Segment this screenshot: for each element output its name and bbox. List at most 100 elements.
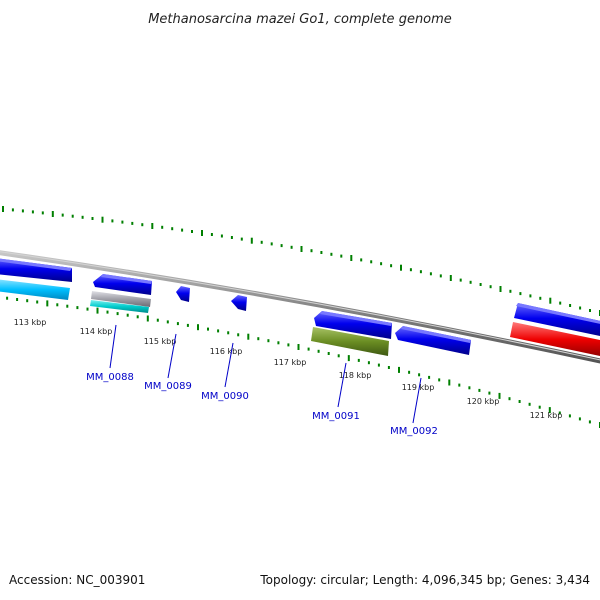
tick-major — [498, 392, 501, 399]
accession-text: Accession: NC_003901 — [9, 573, 146, 587]
tick-minor — [459, 278, 462, 282]
tick-minor — [508, 397, 511, 401]
tick-major — [448, 379, 451, 386]
tick-minor — [141, 223, 144, 227]
tick-major — [101, 216, 104, 223]
feature-forward-far-right-top — [516, 303, 600, 324]
tick-minor — [41, 211, 44, 215]
tick-minor — [489, 285, 492, 289]
kbp-label: 114 kbp — [80, 327, 113, 336]
tick-minor — [287, 343, 290, 347]
tick-minor — [509, 289, 512, 293]
tick-minor — [217, 329, 220, 333]
tick-minor — [166, 320, 169, 324]
tick-minor — [106, 310, 109, 314]
tick-minor — [370, 260, 373, 264]
gene-MM_0091-arrow-top — [320, 311, 392, 326]
tick-minor — [240, 237, 243, 241]
tick-minor — [36, 300, 39, 304]
tick-minor — [568, 414, 571, 418]
tick-minor — [428, 375, 431, 379]
gene-label-MM_0092[interactable]: MM_0092 — [390, 426, 438, 437]
tick-minor — [479, 283, 482, 286]
feature-cyan-block[interactable] — [90, 300, 149, 313]
tick-minor — [280, 244, 283, 248]
feature-lightblue-left[interactable] — [0, 279, 70, 300]
tick-minor — [418, 373, 421, 377]
tick-major — [197, 324, 199, 331]
genome-backbone-highlight — [0, 251, 600, 361]
tick-minor — [559, 301, 562, 305]
feature-forward-left-edge[interactable] — [0, 258, 72, 282]
kbp-label: 118 kbp — [339, 371, 372, 380]
tick-major — [300, 246, 303, 252]
feature-grey-block[interactable] — [91, 291, 151, 307]
tick-minor — [538, 405, 541, 409]
tick-minor — [569, 304, 572, 307]
tick-minor — [409, 268, 412, 272]
tick-major — [96, 307, 99, 314]
gene-MM_0089-arrow[interactable] — [176, 286, 190, 302]
gene-label-MM_0091[interactable]: MM_0091 — [312, 411, 360, 422]
tick-major — [398, 366, 400, 373]
kbp-label: 120 kbp — [467, 397, 500, 406]
tick-minor — [419, 270, 422, 274]
gene-MM_0092-arrow[interactable] — [395, 326, 471, 355]
feature-olive-block[interactable] — [311, 327, 389, 356]
tick-minor — [327, 352, 330, 355]
tick-minor — [6, 296, 9, 300]
tick-minor — [488, 391, 491, 395]
tick-minor — [61, 213, 64, 217]
gene-labels: MM_0088 MM_0089 MM_0090 MM_0091 MM_0092 — [86, 372, 438, 437]
genome-summary-text: Topology: circular; Length: 4,096,345 bp… — [260, 573, 590, 587]
tick-minor — [578, 417, 581, 421]
tick-minor — [277, 341, 280, 345]
tick-minor — [337, 354, 340, 358]
tick-minor — [429, 272, 432, 276]
tick-minor — [529, 294, 532, 298]
gene-label-MM_0088[interactable]: MM_0088 — [86, 372, 134, 383]
tick-minor — [237, 333, 240, 337]
gene-MM_0090-arrow[interactable] — [231, 295, 247, 311]
feature-red-right[interactable] — [510, 322, 600, 357]
tick-minor — [518, 400, 521, 403]
gene-label-MM_0089[interactable]: MM_0089 — [144, 381, 192, 392]
gene-MM_0091-arrow[interactable] — [314, 311, 392, 339]
tick-minor — [210, 233, 213, 236]
tick-minor — [191, 230, 193, 233]
gene-leader-lines — [109, 324, 422, 424]
tick-minor — [469, 280, 472, 284]
tick-minor — [438, 378, 441, 382]
tick-major — [499, 286, 502, 292]
tick-major — [347, 355, 350, 362]
kbp-label: 116 kbp — [210, 347, 243, 356]
tick-minor — [161, 225, 164, 229]
tick-major — [151, 223, 154, 229]
gene-label-MM_0090[interactable]: MM_0090 — [201, 391, 249, 402]
tick-minor — [56, 303, 59, 307]
tick-minor — [408, 370, 411, 374]
gene-MM_0088-arrow-top — [101, 274, 152, 284]
tick-minor — [307, 347, 310, 351]
tick-minor — [468, 386, 471, 390]
page-title: Methanosarcina mazei Go1, complete genom… — [148, 12, 452, 27]
gene-leader-line — [337, 362, 347, 408]
feature-forward-far-right[interactable] — [514, 303, 600, 337]
tick-minor — [171, 227, 174, 231]
tick-major — [400, 264, 402, 271]
tick-minor — [310, 249, 313, 253]
tick-major — [46, 300, 49, 307]
tick-minor — [181, 228, 184, 232]
tick-minor — [176, 322, 179, 326]
gene-leader-line — [412, 377, 422, 424]
tick-minor — [11, 208, 14, 212]
tick-minor — [121, 220, 124, 224]
kbp-labels: 113 kbp 114 kbp 115 kbp 116 kbp 117 kbp … — [14, 318, 563, 420]
tick-major — [549, 297, 552, 304]
tick-minor — [26, 299, 29, 303]
gene-leader-line — [109, 324, 117, 369]
tick-minor — [31, 210, 34, 214]
tick-minor — [257, 337, 260, 341]
tick-minor — [539, 296, 542, 300]
